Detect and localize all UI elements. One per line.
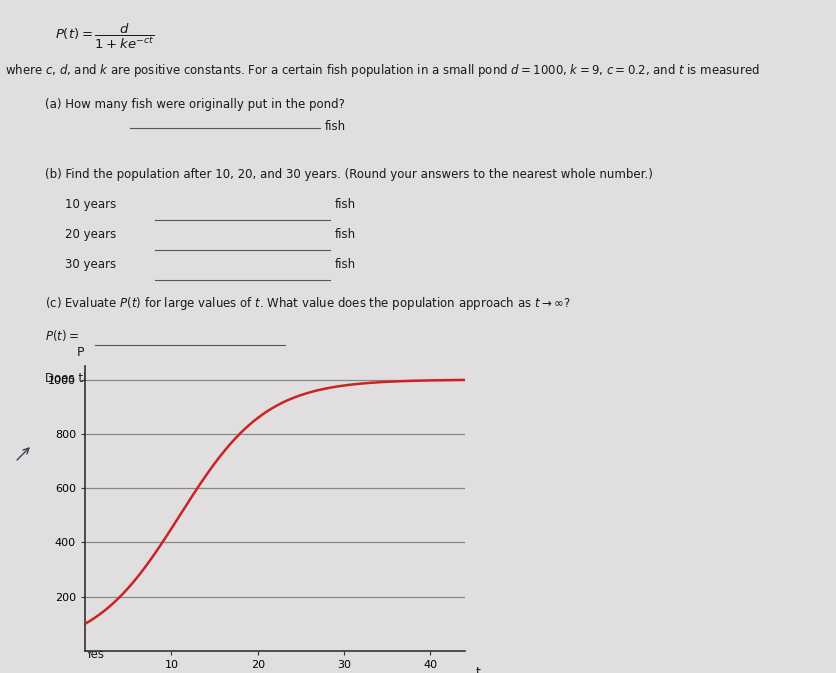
Text: 20 years: 20 years — [65, 228, 116, 241]
Text: Yes: Yes — [85, 648, 104, 661]
Text: fish: fish — [335, 258, 356, 271]
Text: t: t — [476, 666, 480, 673]
Text: 10 years: 10 years — [65, 198, 116, 211]
Text: $P(t) =$: $P(t) =$ — [45, 328, 79, 343]
Text: Does the graph shown confirm your calculations?: Does the graph shown confirm your calcul… — [45, 372, 337, 385]
Text: (c) Evaluate $P(t)$ for large values of $t$. What value does the population appr: (c) Evaluate $P(t)$ for large values of … — [45, 295, 570, 312]
Text: fish: fish — [335, 228, 356, 241]
Text: 30 years: 30 years — [65, 258, 116, 271]
Text: $P(t) = \dfrac{d}{1 + ke^{-ct}}$: $P(t) = \dfrac{d}{1 + ke^{-ct}}$ — [55, 22, 155, 51]
Text: P: P — [77, 346, 84, 359]
Text: (a) How many fish were originally put in the pond?: (a) How many fish were originally put in… — [45, 98, 345, 111]
Text: (b) Find the population after 10, 20, and 30 years. (Round your answers to the n: (b) Find the population after 10, 20, an… — [45, 168, 653, 181]
Text: fish: fish — [325, 120, 346, 133]
Text: where $c$, $d$, and $k$ are positive constants. For a certain fish population in: where $c$, $d$, and $k$ are positive con… — [5, 62, 760, 79]
Text: fish: fish — [335, 198, 356, 211]
